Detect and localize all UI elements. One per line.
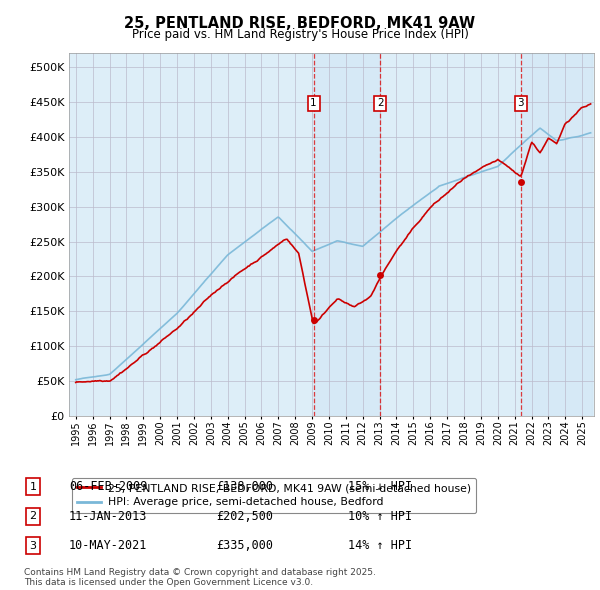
Text: 06-FEB-2009: 06-FEB-2009: [69, 480, 148, 493]
Text: 1: 1: [310, 99, 317, 109]
Text: £138,000: £138,000: [216, 480, 273, 493]
Legend: 25, PENTLAND RISE, BEDFORD, MK41 9AW (semi-detached house), HPI: Average price, : 25, PENTLAND RISE, BEDFORD, MK41 9AW (se…: [72, 478, 476, 513]
Text: 10-MAY-2021: 10-MAY-2021: [69, 539, 148, 552]
Text: 15% ↓ HPI: 15% ↓ HPI: [348, 480, 412, 493]
Text: Contains HM Land Registry data © Crown copyright and database right 2025.
This d: Contains HM Land Registry data © Crown c…: [24, 568, 376, 587]
Text: £202,500: £202,500: [216, 510, 273, 523]
Text: 11-JAN-2013: 11-JAN-2013: [69, 510, 148, 523]
Text: 3: 3: [517, 99, 524, 109]
Text: 10% ↑ HPI: 10% ↑ HPI: [348, 510, 412, 523]
Bar: [314, 53, 380, 416]
Text: 1: 1: [29, 482, 37, 491]
Text: 25, PENTLAND RISE, BEDFORD, MK41 9AW: 25, PENTLAND RISE, BEDFORD, MK41 9AW: [124, 16, 476, 31]
Text: 14% ↑ HPI: 14% ↑ HPI: [348, 539, 412, 552]
Text: Price paid vs. HM Land Registry's House Price Index (HPI): Price paid vs. HM Land Registry's House …: [131, 28, 469, 41]
Bar: [521, 53, 592, 416]
Text: 2: 2: [29, 512, 37, 521]
Text: 3: 3: [29, 541, 37, 550]
Text: £335,000: £335,000: [216, 539, 273, 552]
Text: 2: 2: [377, 99, 383, 109]
